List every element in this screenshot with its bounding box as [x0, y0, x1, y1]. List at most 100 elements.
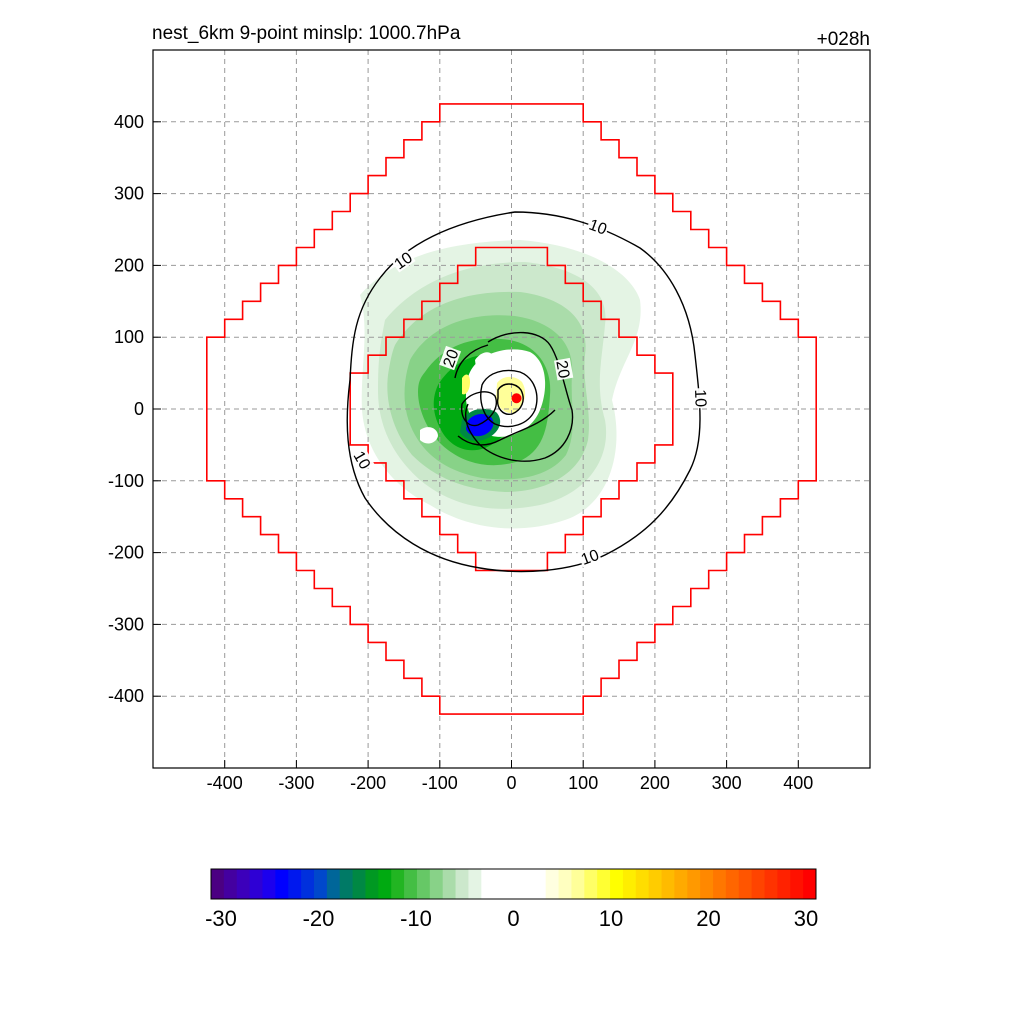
chart-title: nest_6km 9-point minslp: 1000.7hPa	[152, 23, 461, 44]
colorbar-swatch	[700, 869, 714, 899]
x-tick-label: 300	[712, 773, 742, 793]
colorbar-swatch	[622, 869, 637, 899]
colorbar-swatch	[223, 869, 238, 899]
colorbar-swatch	[262, 869, 276, 899]
y-tick-label: 100	[114, 327, 144, 347]
y-tick-label: 0	[134, 399, 144, 419]
x-tick-label: 100	[568, 773, 598, 793]
colorbar	[210, 868, 817, 900]
colorbar-swatch	[326, 869, 341, 899]
shade-white-patch-1	[420, 427, 438, 444]
colorbar-swatch	[661, 869, 675, 899]
colorbar-tick-label: 0	[507, 906, 519, 931]
shade-yellow-spot	[462, 374, 470, 395]
colorbar-frame	[210, 868, 817, 900]
y-axis-ticks: -400 -300 -200 -100 0 100 200 300 400	[108, 112, 161, 706]
colorbar-swatch	[507, 869, 521, 899]
colorbar-swatch	[519, 869, 534, 899]
contour-label-text: 20	[440, 347, 462, 370]
y-tick-label: 300	[114, 184, 144, 204]
contour-label-text: 10	[586, 217, 609, 239]
contour-10-outer	[346, 211, 701, 573]
grid-lines	[153, 50, 870, 768]
colorbar-tick-label: 30	[794, 906, 818, 931]
x-axis-ticks: -400 -300 -200 -100 0 100 200 300 400	[207, 760, 813, 793]
forecast-hour-label: +028h	[817, 29, 870, 50]
contour-30-c	[461, 391, 497, 427]
colorbar-swatch	[674, 869, 688, 899]
colorbar-tick-label: -30	[205, 906, 237, 931]
contour-30-b	[496, 383, 524, 415]
storm-center-group	[511, 393, 522, 404]
y-tick-label: 200	[114, 255, 144, 275]
contour-label-text: 10	[691, 389, 709, 407]
colorbar-swatch	[494, 869, 508, 899]
colorbar-swatch	[378, 869, 392, 899]
y-tick-label: -300	[108, 614, 144, 634]
contour-label-text: 10	[350, 448, 374, 472]
colorbar-swatch	[455, 869, 469, 899]
contour-label-4: 10	[577, 545, 602, 569]
contour-label-bg	[586, 215, 611, 238]
colorbar-swatch	[610, 869, 624, 899]
colorbar-tick-label: 10	[599, 906, 623, 931]
colorbar-swatch	[738, 869, 753, 899]
colorbar-swatch	[313, 869, 328, 899]
colorbar-swatch	[803, 869, 817, 899]
x-tick-label: 0	[506, 773, 516, 793]
y-tick-label: 400	[114, 112, 144, 132]
colorbar-swatch	[468, 869, 482, 899]
colorbar-swatch	[584, 869, 598, 899]
colorbar-swatch	[751, 869, 765, 899]
colorbar-swatch	[764, 869, 778, 899]
colorbar-tick-label: -10	[400, 906, 432, 931]
contour-label-6: 20	[552, 357, 574, 381]
colorbar-swatch	[597, 869, 611, 899]
nest-boundary-outer	[206, 103, 817, 715]
colorbar-swatch	[339, 869, 353, 899]
colorbar-swatch	[416, 869, 431, 899]
colorbar-swatch	[275, 869, 289, 899]
contour-label-bg	[554, 357, 574, 381]
colorbar-swatch	[429, 869, 444, 899]
colorbar-tick-label: 20	[696, 906, 720, 931]
contour-label-bg	[350, 447, 375, 473]
colorbar-swatch	[713, 869, 727, 899]
colorbar-swatch	[571, 869, 585, 899]
x-tick-label: 400	[783, 773, 813, 793]
contour-label-bg	[439, 345, 462, 371]
colorbar-swatch	[481, 869, 495, 899]
y-tick-label: -200	[108, 543, 144, 563]
storm-center-marker	[511, 393, 522, 404]
contour-label-5: 20	[439, 345, 463, 371]
colorbar-tick-label: -20	[303, 906, 335, 931]
colorbar-swatch	[391, 869, 405, 899]
colorbar-swatch	[301, 869, 315, 899]
contour-20-c	[457, 409, 556, 446]
contour-label-3: 10	[350, 447, 375, 473]
contour-label-2: 10	[691, 387, 710, 409]
colorbar-swatch	[352, 869, 366, 899]
colorbar-swatch	[211, 869, 225, 899]
contour-label-bg	[577, 545, 602, 568]
x-tick-label: 200	[640, 773, 670, 793]
colorbar-swatch	[365, 869, 379, 899]
colorbar-swatch	[648, 869, 662, 899]
contour-20-b	[454, 344, 489, 379]
colorbar-swatch	[725, 869, 740, 899]
colorbar-swatch	[687, 869, 701, 899]
x-tick-label: -200	[350, 773, 386, 793]
contour-label-text: 10	[579, 547, 602, 569]
x-tick-label: -300	[278, 773, 314, 793]
shaded-field	[360, 240, 641, 529]
colorbar-swatch	[236, 869, 251, 899]
colorbar-swatch	[249, 869, 263, 899]
y-tick-label: -100	[108, 471, 144, 491]
colorbar-swatch	[545, 869, 559, 899]
colorbar-swatch	[558, 869, 572, 899]
shade-white-patch-2	[475, 352, 494, 370]
x-tick-label: -400	[207, 773, 243, 793]
colorbar-swatch	[532, 869, 547, 899]
